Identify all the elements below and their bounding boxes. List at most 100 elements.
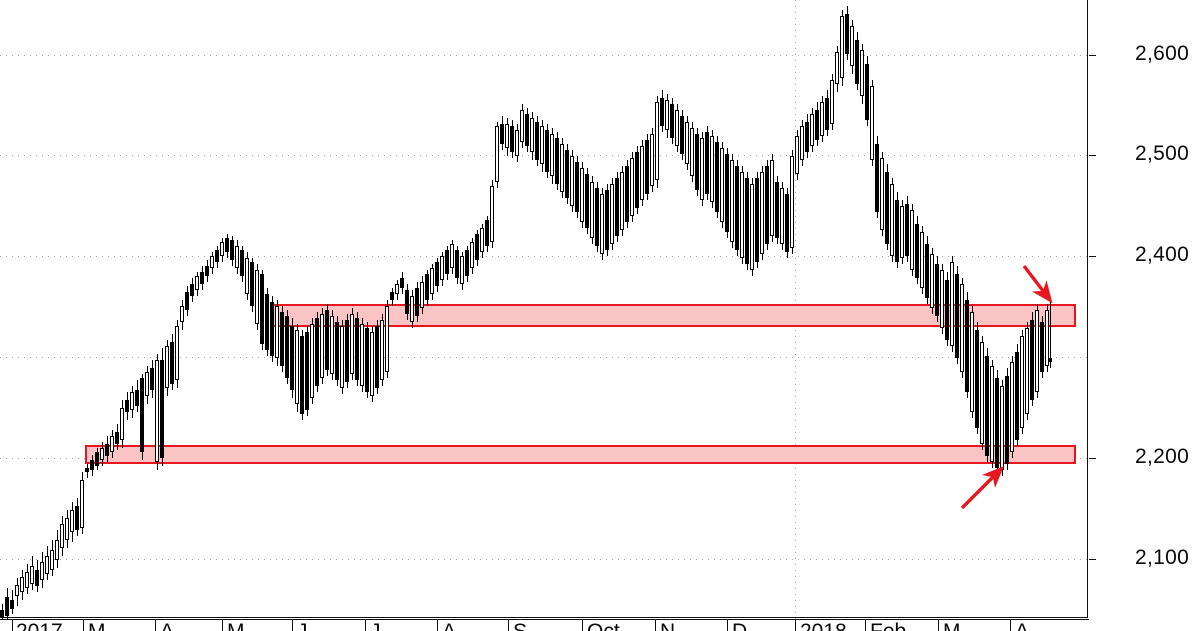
- candle: [375, 320, 379, 394]
- candle-body: [930, 254, 934, 308]
- candle-body: [865, 64, 869, 120]
- candle-body: [765, 166, 769, 244]
- time-axis-separator: [727, 620, 729, 631]
- candle-body: [1040, 322, 1044, 372]
- candle-body: [620, 172, 624, 230]
- candle-body: [880, 158, 884, 230]
- candle: [295, 324, 299, 412]
- candle-body: [635, 152, 639, 208]
- candle-wick: [1049, 300, 1051, 368]
- candle: [185, 286, 189, 316]
- candle-body: [750, 184, 754, 270]
- time-axis-label: 2018: [800, 621, 847, 631]
- time-axis-separator: [582, 620, 584, 631]
- candle: [205, 260, 209, 282]
- candle: [225, 234, 229, 258]
- candle: [175, 320, 179, 388]
- candle: [790, 150, 794, 254]
- candle-body: [990, 366, 994, 462]
- candle: [390, 288, 394, 306]
- demand-zone[interactable]: [85, 445, 1076, 464]
- candle-body: [370, 332, 374, 396]
- candle: [905, 196, 909, 262]
- price-tick-mark: [1089, 155, 1096, 156]
- candle-body: [500, 124, 504, 144]
- candle: [505, 118, 509, 156]
- candle-body: [855, 40, 859, 84]
- candle-body: [770, 160, 774, 236]
- candle: [135, 380, 139, 412]
- candle-body: [835, 52, 839, 84]
- candle: [780, 182, 784, 250]
- candle: [675, 104, 679, 152]
- time-axis-label: M: [88, 621, 106, 631]
- candle-body: [710, 136, 714, 202]
- candle: [40, 552, 44, 588]
- candle: [865, 56, 869, 126]
- candle-body: [400, 278, 404, 288]
- candle: [980, 336, 984, 450]
- candle-body: [310, 324, 314, 398]
- candle-body: [380, 320, 384, 380]
- candle-body: [1010, 362, 1014, 452]
- candle-body: [460, 256, 464, 284]
- candle-body: [50, 550, 54, 570]
- gridline-horizontal: [0, 256, 1089, 257]
- candle: [560, 138, 564, 198]
- candle: [610, 178, 614, 250]
- candle: [665, 94, 669, 138]
- candle-body: [825, 98, 829, 130]
- candle: [285, 310, 289, 384]
- candle: [855, 32, 859, 90]
- candle: [640, 140, 644, 206]
- candle: [165, 340, 169, 396]
- candle-body: [290, 326, 294, 390]
- candle-body: [15, 585, 19, 596]
- candle: [125, 392, 129, 420]
- candle-body: [680, 116, 684, 154]
- time-axis-separator: [83, 620, 85, 631]
- candle: [700, 132, 704, 206]
- candle: [705, 126, 709, 200]
- candle: [75, 498, 79, 536]
- candle-body: [985, 356, 989, 456]
- price-tick-label: 2,400: [1135, 243, 1190, 266]
- candle-body: [10, 600, 14, 609]
- candle-body: [140, 378, 144, 452]
- candle-body: [590, 182, 594, 238]
- candle: [670, 98, 674, 144]
- candle-body: [175, 326, 179, 380]
- candle-body: [80, 480, 84, 528]
- candle-body: [720, 148, 724, 222]
- candle: [850, 20, 854, 74]
- candle: [325, 304, 329, 376]
- time-axis[interactable]: 2017 M A M J J A S Oct N D 2018 Feb M A: [0, 619, 1089, 631]
- candle: [480, 224, 484, 258]
- candle: [255, 264, 259, 330]
- candle-body: [790, 156, 794, 248]
- candle: [130, 386, 134, 418]
- candle-body: [405, 290, 409, 314]
- candle: [385, 300, 389, 378]
- candle-body: [215, 250, 219, 262]
- candle: [145, 366, 149, 404]
- time-axis-label: A: [1015, 621, 1029, 631]
- gridline-horizontal: [0, 559, 1089, 560]
- candle: [600, 188, 604, 260]
- candle: [975, 322, 979, 434]
- candle-body: [220, 242, 224, 256]
- candle-body: [345, 320, 349, 382]
- candle-body: [545, 130, 549, 172]
- price-tick-label: 2,200: [1135, 445, 1190, 468]
- candle: [540, 120, 544, 172]
- candle-body: [595, 188, 599, 246]
- candle: [220, 238, 224, 262]
- gridline-horizontal: [0, 155, 1089, 156]
- candle: [30, 556, 34, 590]
- candle-body: [575, 162, 579, 212]
- candle-body: [675, 110, 679, 146]
- candle-body: [40, 562, 44, 580]
- candle: [420, 276, 424, 314]
- candle: [815, 102, 819, 146]
